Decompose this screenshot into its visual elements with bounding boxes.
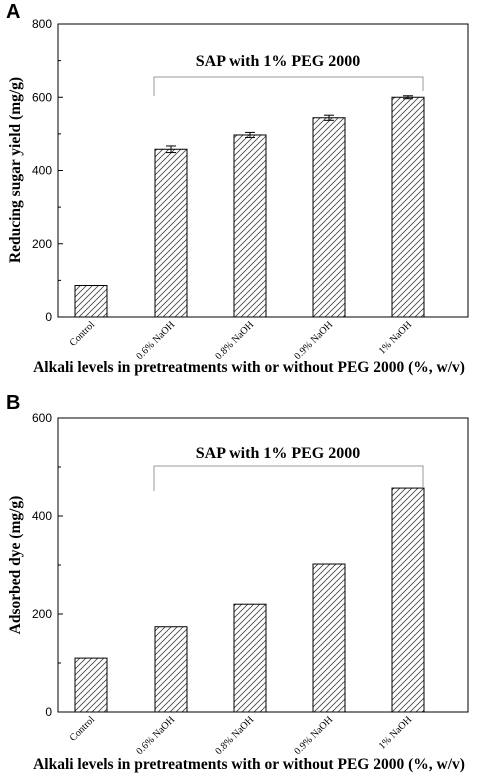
bar-4 bbox=[391, 487, 425, 713]
bar-1 bbox=[154, 148, 188, 318]
panel-a-y-axis: 0 200 400 600 800 bbox=[32, 17, 63, 324]
panel-b-bars bbox=[74, 487, 425, 713]
panel-a-annotation: SAP with 1% PEG 2000 bbox=[196, 53, 360, 70]
panel-b-x-label: Alkali levels in pretreatments with or w… bbox=[33, 756, 465, 773]
panel-a-letter: A bbox=[6, 1, 20, 23]
panel-b-letter: B bbox=[6, 392, 20, 414]
bar-2 bbox=[233, 134, 267, 318]
x-tick-label: 1% NaOH bbox=[377, 714, 414, 751]
x-tick-label: 1% NaOH bbox=[377, 319, 414, 356]
panel-b-annotation: SAP with 1% PEG 2000 bbox=[196, 445, 360, 462]
x-tick-label: 0.6% NaOH bbox=[134, 714, 177, 757]
panel-a-bars bbox=[74, 95, 425, 318]
bar-0 bbox=[74, 285, 108, 318]
bar-0 bbox=[74, 657, 108, 713]
y-tick-label: 200 bbox=[32, 607, 52, 621]
y-tick-label: 800 bbox=[32, 17, 52, 31]
y-tick-label: 0 bbox=[45, 310, 52, 324]
x-tick-label: 0.6% NaOH bbox=[134, 319, 177, 362]
y-tick-label: 600 bbox=[32, 90, 52, 104]
bar-4 bbox=[391, 96, 425, 318]
x-tick-label: 0.9% NaOH bbox=[292, 319, 335, 362]
panel-a-x-label: Alkali levels in pretreatments with or w… bbox=[33, 359, 465, 376]
panel-b-bracket bbox=[153, 465, 424, 491]
x-tick-label: 0.8% NaOH bbox=[213, 319, 256, 362]
panel-b-x-axis: Control 0.6% NaOH 0.8% NaOH 0.9% NaOH 1% NaO… bbox=[68, 708, 414, 757]
bar-3 bbox=[312, 563, 346, 713]
panel-b-y-label: Adsorbed dye (mg/g) bbox=[7, 496, 24, 635]
y-tick-label: 600 bbox=[32, 411, 52, 425]
x-tick-label: Control bbox=[68, 714, 98, 744]
x-tick-label: 0.9% NaOH bbox=[292, 714, 335, 757]
panel-a-y-label: Reducing sugar yield (mg/g) bbox=[7, 77, 24, 263]
x-tick-label: 0.8% NaOH bbox=[213, 714, 256, 757]
bar-3 bbox=[312, 117, 346, 318]
panel-a: A 0 200 400 600 800 Control 0.6% NaOH 0.8% NaO… bbox=[6, 1, 469, 376]
panel-a-bracket bbox=[153, 76, 424, 96]
x-tick-label: Control bbox=[68, 319, 98, 349]
y-tick-label: 0 bbox=[45, 705, 52, 719]
panel-b-y-axis: 0 200 400 600 bbox=[32, 411, 63, 719]
panel-a-x-axis: Control 0.6% NaOH 0.8% NaOH 0.9% NaOH 1% NaO… bbox=[68, 313, 414, 362]
bar-2 bbox=[233, 603, 267, 713]
y-tick-label: 400 bbox=[32, 509, 52, 523]
panel-b: B 0 200 400 600 Control 0.6% NaOH 0.8% NaOH 0.… bbox=[6, 392, 469, 773]
bar-1 bbox=[154, 626, 188, 713]
y-tick-label: 200 bbox=[32, 237, 52, 251]
y-tick-label: 400 bbox=[32, 164, 52, 178]
